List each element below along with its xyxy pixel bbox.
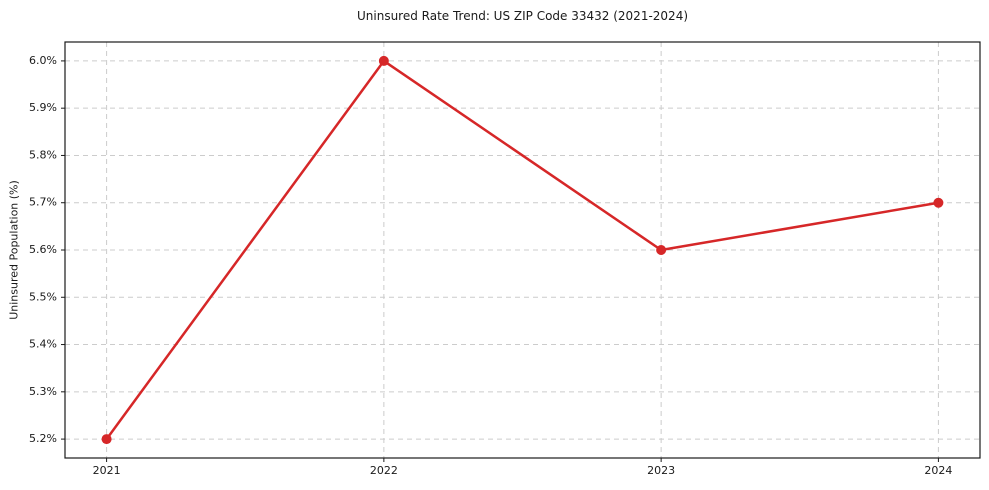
chart-title: Uninsured Rate Trend: US ZIP Code 33432 …: [356, 9, 689, 23]
data-point-2021: [101, 434, 112, 445]
data-point-2022: [378, 55, 389, 66]
x-tick-label: 2023: [647, 464, 675, 477]
data-point-2024: [933, 197, 944, 208]
y-tick-label: 6.0%: [29, 54, 57, 67]
y-tick-label: 5.8%: [29, 148, 57, 161]
y-tick-label: 5.3%: [29, 385, 57, 398]
x-tick-label: 2021: [93, 464, 121, 477]
y-tick-label: 5.5%: [29, 290, 57, 303]
y-tick-label: 5.6%: [29, 243, 57, 256]
y-tick-label: 5.9%: [29, 101, 57, 114]
x-tick-label: 2022: [370, 464, 398, 477]
y-tick-label: 5.2%: [29, 432, 57, 445]
trend-line: [105, 59, 940, 441]
y-tick-label: 5.4%: [29, 338, 57, 351]
x-tick-label: 2024: [924, 464, 952, 477]
plot-border: [64, 41, 981, 459]
data-point-2023: [656, 245, 667, 255]
y-tick-label: 5.7%: [29, 196, 57, 209]
